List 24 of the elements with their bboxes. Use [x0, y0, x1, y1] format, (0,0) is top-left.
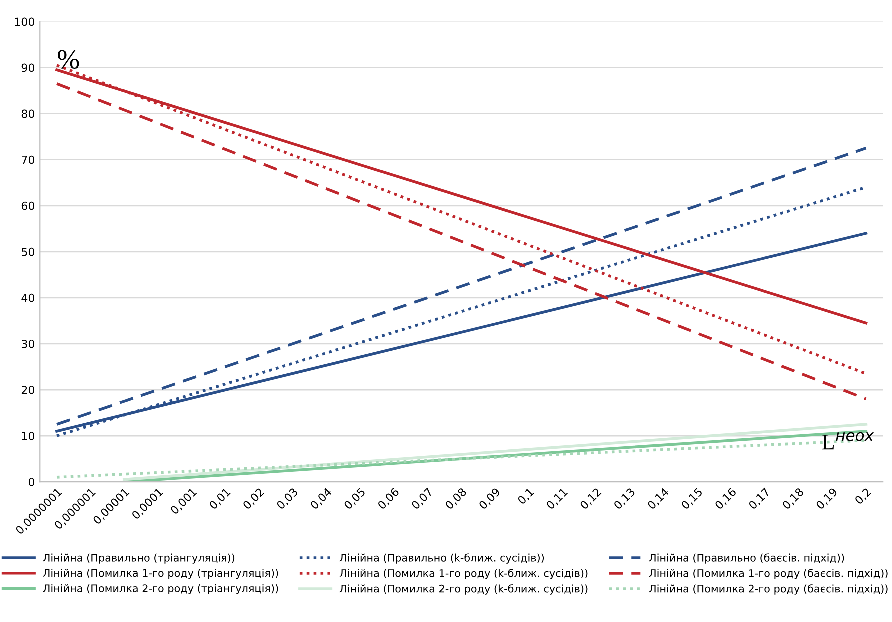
annotation: %	[58, 50, 80, 70]
annotation: L$^{неох}$	[822, 432, 874, 450]
legend-label: Лінійна (Помилка 2-го роду (k-ближ. сусідів))	[340, 584, 588, 595]
y-tick-label: 40	[22, 294, 35, 302]
legend-label: Лінійна (Правильно (баєсів. підхід))	[649, 554, 844, 564]
legend-label: Лінійна (Помилка 1-го роду (тріангуляція))	[43, 569, 278, 580]
legend-label: Лінійна (Помилка 2-го роду (баєсів. підхід))	[649, 584, 888, 595]
y-tick-label: 10	[22, 432, 35, 440]
y-tick-label: 20	[22, 386, 35, 394]
legend-label: Лінійна (Помилка 2-го роду (тріангуляція))	[43, 584, 278, 594]
legend-label: Лінійна (Помилка 1-го роду (k-ближ. сусідів))	[340, 569, 588, 580]
y-tick-label: 0	[28, 478, 35, 486]
legend-label: Лінійна (Правильно (k-ближ. сусідів))	[340, 554, 544, 564]
y-tick-label: 90	[22, 64, 35, 72]
legend-label: Лінійна (Правильно (тріангуляція))	[43, 554, 235, 564]
x-tick-label: 0,2	[854, 488, 872, 506]
y-tick-label: 60	[22, 202, 35, 210]
y-tick-label: 50	[22, 248, 35, 256]
x-tick-label: 0,1	[517, 488, 536, 506]
y-tick-label: 100	[15, 18, 35, 26]
y-tick-label: 30	[22, 340, 35, 348]
y-tick-label: 80	[22, 110, 35, 118]
y-tick-label: 70	[22, 156, 35, 164]
legend-label: Лінійна (Помилка 1-го роду (баєсів. підхід))	[649, 569, 888, 580]
